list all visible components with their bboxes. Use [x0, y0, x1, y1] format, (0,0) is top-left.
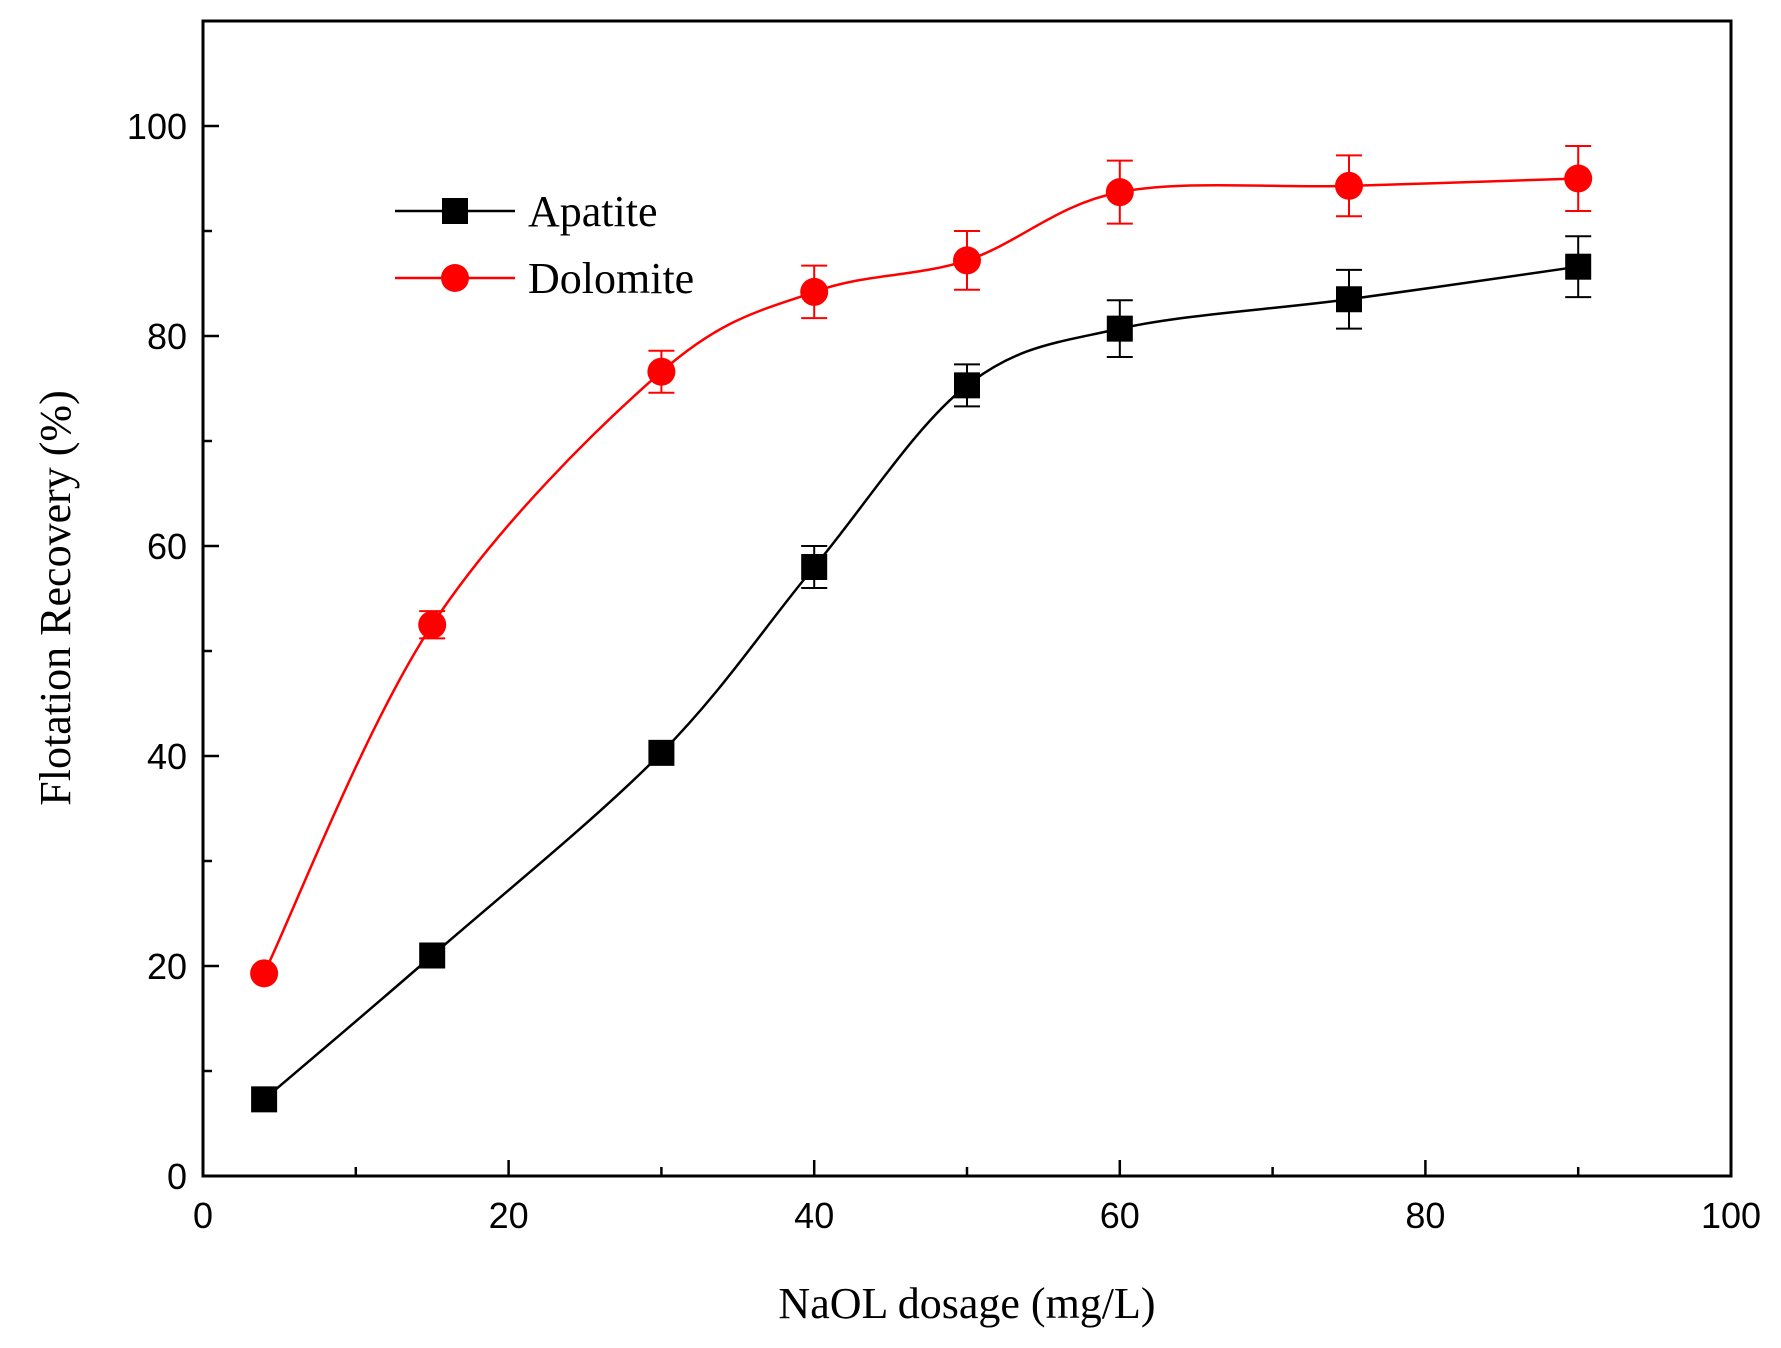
y-tick-label: 100 [127, 106, 187, 147]
x-axis-title: NaOL dosage (mg/L) [778, 1279, 1155, 1328]
y-axis-title: Flotation Recovery (%) [31, 390, 80, 805]
data-point-dolomite [1564, 164, 1593, 193]
x-tick-label: 80 [1405, 1195, 1445, 1236]
x-tick-label: 40 [794, 1195, 834, 1236]
plot-frame [201, 19, 1733, 1178]
legend-marker-dolomite [441, 264, 469, 292]
data-point-apatite [954, 372, 980, 399]
y-tick-label: 40 [147, 736, 187, 777]
data-point-apatite [251, 1086, 278, 1113]
data-point-dolomite [1335, 171, 1363, 200]
x-tick-label: 60 [1100, 1195, 1140, 1236]
y-tick-label: 0 [167, 1156, 187, 1197]
series-line-apatite [263, 265, 1579, 1101]
data-point-dolomite [418, 610, 447, 639]
data-point-apatite [1336, 286, 1362, 313]
data-point-dolomite [1105, 178, 1134, 207]
x-tick-label: 20 [489, 1195, 529, 1236]
legend-label-dolomite: Dolomite [528, 254, 694, 303]
data-point-apatite [1106, 315, 1133, 342]
data-point-dolomite [800, 277, 829, 306]
data-point-dolomite [647, 357, 676, 386]
y-tick-label: 80 [147, 316, 187, 357]
data-point-dolomite [250, 959, 279, 988]
data-point-apatite [648, 739, 675, 766]
legend-label-apatite: Apatite [528, 187, 658, 236]
x-tick-label: 0 [193, 1195, 213, 1236]
series-dolomite [250, 144, 1593, 988]
legend: Apatite Dolomite [395, 187, 694, 303]
data-point-apatite [1565, 253, 1592, 280]
data-point-apatite [419, 942, 446, 969]
legend-marker-apatite [442, 198, 468, 224]
data-point-apatite [801, 554, 828, 580]
x-tick-label: 100 [1701, 1195, 1761, 1236]
y-tick-label: 60 [147, 526, 187, 567]
series-apatite [251, 235, 1592, 1113]
y-tick-label: 20 [147, 946, 187, 987]
data-point-dolomite [953, 246, 981, 275]
data-series [250, 144, 1593, 1113]
